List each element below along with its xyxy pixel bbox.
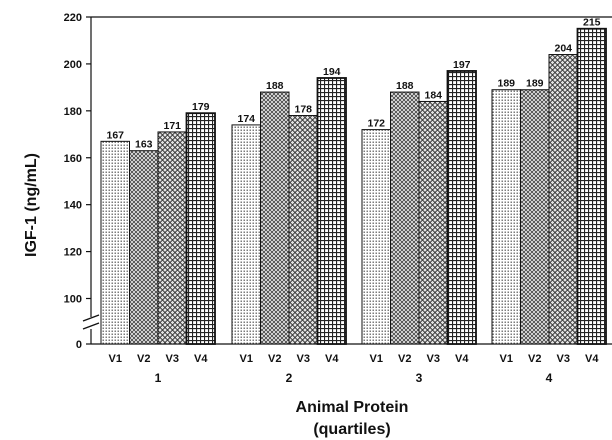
bar-v1-group-1 [100, 140, 130, 345]
bar-value-label: 204 [554, 43, 572, 55]
group-label: 2 [286, 371, 293, 385]
x-axis-title: Animal Protein [296, 399, 409, 416]
group-label: 1 [155, 371, 162, 385]
y-axis: 0 100 120 140 160 180 200 220 [64, 12, 100, 351]
y-tick-label: 120 [64, 247, 82, 259]
bar-value-label: 179 [192, 101, 210, 113]
bar-value-label: 172 [367, 118, 385, 130]
x-tick-label-v2: V2 [528, 353, 541, 365]
bar-value-label: 184 [424, 89, 442, 101]
y-tick-label: 100 [64, 294, 82, 306]
bar-value-labels: 167 163 171 179 174 188 178 194 172 188 184 197 189 1… [106, 17, 600, 151]
y-tick-label: 0 [76, 339, 82, 351]
bar-v4-group-2 [316, 77, 347, 345]
bar-v2-group-4 [520, 89, 550, 345]
bar-value-label: 171 [163, 120, 181, 132]
bar-v1-group-2 [231, 124, 261, 345]
x-tick-label-v3: V3 [427, 353, 440, 365]
bar-v3-group-1 [157, 131, 187, 345]
x-tick-label-v1: V1 [500, 353, 513, 365]
bar-value-label: 194 [323, 66, 341, 78]
x-tick-label-v4: V4 [194, 353, 208, 365]
x-tick-label-v4: V4 [325, 353, 339, 365]
bar-v3-group-3 [418, 100, 448, 345]
y-tick-label: 200 [64, 59, 82, 71]
bar-v1-group-3 [361, 129, 391, 345]
bar-value-label: 189 [497, 78, 515, 90]
x-tick-label-v3: V3 [166, 353, 179, 365]
bar-v2-group-2 [260, 91, 290, 345]
x-tick-label-v2: V2 [137, 353, 150, 365]
y-tick-label: 160 [64, 153, 82, 165]
bar-value-label: 163 [135, 139, 153, 151]
x-tick-label-v3: V3 [297, 353, 310, 365]
bar-value-label: 178 [294, 104, 312, 116]
x-tick-label-v1: V1 [370, 353, 383, 365]
bar-value-label: 197 [453, 59, 471, 71]
group-label: 4 [546, 371, 553, 385]
bar-value-label: 215 [583, 17, 601, 29]
bar-v2-group-3 [390, 91, 420, 345]
y-tick-label: 140 [64, 200, 82, 212]
x-tick-label-v3: V3 [557, 353, 570, 365]
bar-value-label: 188 [396, 80, 414, 92]
x-axis-subtitle: (quartiles) [313, 421, 390, 438]
x-tick-label-v4: V4 [455, 353, 469, 365]
bar-v4-group-1 [185, 112, 216, 345]
x-axis: V1 V2 V3 V4 1 V1 V2 V3 V4 2 V1 V2 V3 V4 3 V1 V2 V3 V4 4 [109, 353, 600, 385]
x-tick-label-v1: V1 [109, 353, 122, 365]
y-axis-title: IGF-1 (ng/mL) [23, 153, 40, 257]
bar-v3-group-4 [548, 54, 578, 345]
bar-v4-group-4 [576, 27, 607, 345]
bars [100, 27, 607, 345]
bar-v3-group-2 [288, 115, 318, 345]
bar-value-label: 174 [237, 113, 255, 125]
bar-value-label: 189 [526, 78, 544, 90]
y-tick-label: 220 [64, 12, 82, 24]
axis-break-mark [82, 322, 100, 330]
bar-v4-group-3 [446, 70, 477, 345]
bar-value-label: 188 [266, 80, 284, 92]
x-tick-label-v4: V4 [585, 353, 599, 365]
x-tick-label-v2: V2 [268, 353, 281, 365]
bar-v2-group-1 [129, 150, 159, 345]
bar-v1-group-4 [491, 89, 521, 345]
x-tick-label-v2: V2 [398, 353, 411, 365]
y-tick-label: 180 [64, 106, 82, 118]
x-tick-label-v1: V1 [240, 353, 253, 365]
axis-break-mark [82, 314, 100, 322]
group-label: 3 [416, 371, 423, 385]
bar-value-label: 167 [106, 129, 124, 141]
